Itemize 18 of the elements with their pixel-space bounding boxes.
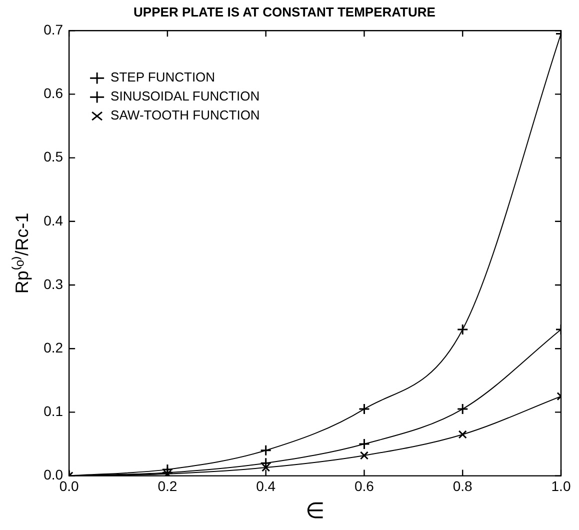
y-tick-label: 0.5: [44, 148, 64, 165]
legend-label: SAW-TOOTH FUNCTION: [110, 108, 260, 123]
y-tick-label: 0.4: [44, 212, 64, 228]
y-tick-label: 0.2: [44, 339, 64, 356]
x-tick-label: 0.2: [158, 478, 178, 494]
y-tick-label: 0.6: [44, 85, 64, 102]
x-axis-title: ∈: [306, 498, 325, 523]
y-tick-label: 0.1: [44, 403, 64, 420]
y-tick-label: 0.3: [44, 276, 64, 292]
x-tick-label: 0.6: [354, 478, 374, 494]
legend-label: STEP FUNCTION: [110, 70, 216, 85]
legend-label: SINUSOIDAL FUNCTION: [110, 88, 260, 104]
y-axis-title: Rp⁽ᵒ⁾/Rc-1: [10, 212, 32, 294]
x-tick-label: 1.0: [551, 478, 571, 494]
x-tick-label: 0.4: [256, 478, 276, 494]
chart-title: UPPER PLATE IS AT CONSTANT TEMPERATURE: [134, 4, 436, 20]
y-tick-label: 0.7: [44, 21, 64, 38]
x-tick-label: 0.8: [452, 478, 473, 494]
